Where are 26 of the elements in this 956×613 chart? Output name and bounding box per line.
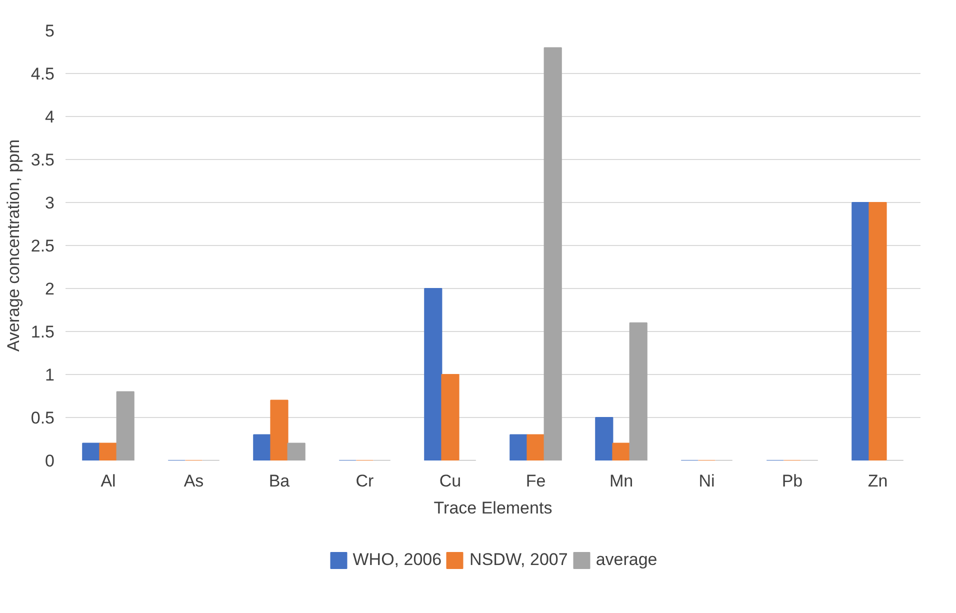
x-axis-title: Trace Elements <box>434 498 552 518</box>
x-tick-label: Fe <box>526 472 546 490</box>
x-tick-label: Mn <box>609 472 634 490</box>
y-tick-label: 3.5 <box>30 150 55 170</box>
x-tick-label: Ba <box>268 472 290 490</box>
y-tick-label: 3 <box>45 194 55 212</box>
legend-label: average <box>596 550 658 570</box>
y-axis-title: Average concentration, ppm <box>4 139 23 352</box>
y-tick-label: 5 <box>45 22 55 40</box>
x-tick-label: As <box>184 472 204 490</box>
x-tick-label: Pb <box>782 472 803 490</box>
y-tick-label: 0 <box>45 452 55 470</box>
x-tick-label: Zn <box>868 472 888 490</box>
x-tick-label: Al <box>100 472 116 490</box>
x-tick-label: Cr <box>356 472 374 490</box>
legend-label: WHO, 2006 <box>352 550 442 570</box>
y-tick-label: 1 <box>45 366 55 384</box>
legend-label: NSDW, 2007 <box>470 550 568 570</box>
x-tick-label: Cu <box>439 472 462 490</box>
y-tick-label: 1.5 <box>30 322 55 342</box>
y-tick-label: 2 <box>45 280 55 298</box>
y-tick-label: 4.5 <box>30 64 55 84</box>
y-tick-label: 4 <box>45 108 55 126</box>
y-tick-label: 2.5 <box>30 236 55 256</box>
x-tick-label: Ni <box>698 472 715 490</box>
y-tick-label: 0.5 <box>30 408 55 428</box>
